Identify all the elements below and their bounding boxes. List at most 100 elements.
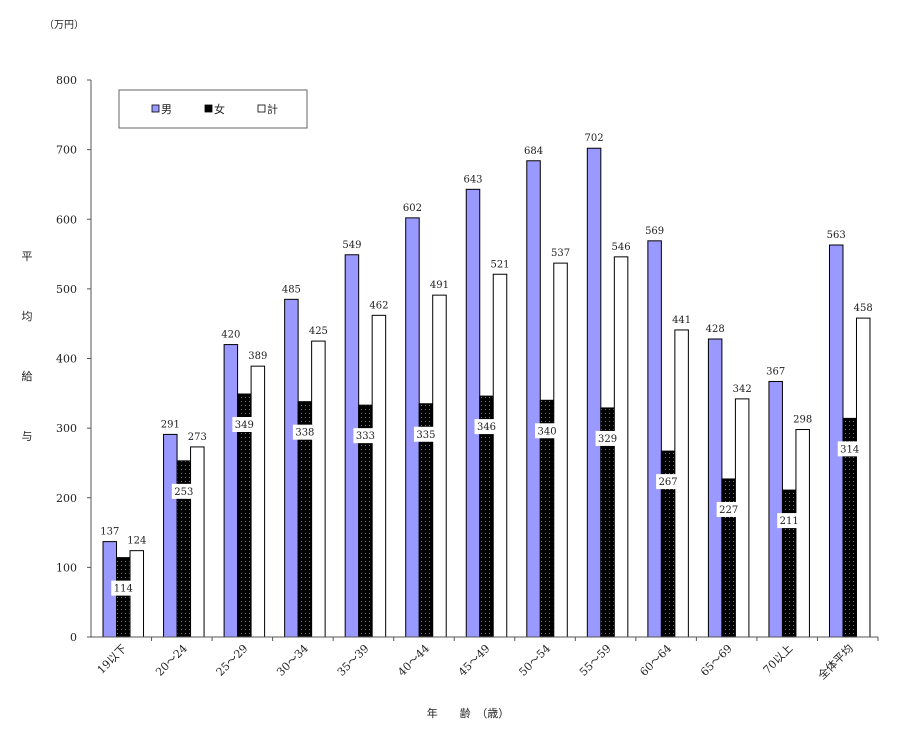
bar-male bbox=[284, 298, 299, 638]
y-axis-title-char: 平 bbox=[22, 250, 33, 263]
value-label-bg bbox=[171, 483, 196, 499]
y-tick-label: 300 bbox=[56, 422, 77, 435]
bar-total bbox=[795, 429, 810, 638]
value-label-bg bbox=[777, 513, 802, 529]
value-label-male: 549 bbox=[342, 240, 361, 251]
value-label-male: 563 bbox=[827, 230, 846, 241]
value-label-female: 253 bbox=[174, 487, 193, 498]
x-tick-label: 20～24 bbox=[153, 642, 190, 679]
value-label-bg bbox=[111, 580, 136, 596]
x-axis: 19以下 20～24 25～29 30～34 35～39 40～44 45～49 50～54 5… bbox=[91, 636, 879, 682]
value-label-female: 227 bbox=[719, 505, 738, 516]
value-label-total: 298 bbox=[793, 415, 812, 426]
bar-male bbox=[707, 338, 723, 638]
bar-total bbox=[734, 398, 750, 638]
bar-male bbox=[344, 254, 360, 638]
bar-total bbox=[855, 317, 871, 638]
x-tick-label: 65～69 bbox=[698, 642, 735, 679]
value-label-male: 485 bbox=[282, 284, 301, 295]
y-axis-title-char: 給 bbox=[22, 369, 33, 383]
y-tick-label: 0 bbox=[70, 631, 77, 644]
value-label-total: 389 bbox=[248, 351, 267, 362]
unit-label: （万円） bbox=[44, 19, 84, 31]
bar-male bbox=[465, 188, 481, 638]
value-label-female: 340 bbox=[537, 426, 556, 437]
value-label-male: 684 bbox=[524, 146, 543, 157]
value-label-total: 124 bbox=[127, 536, 146, 547]
value-label-bg bbox=[292, 424, 317, 440]
value-label-female: 349 bbox=[235, 420, 254, 431]
x-tick-label: 30～34 bbox=[274, 642, 311, 679]
bar-male bbox=[647, 240, 662, 638]
y-axis-title-char: 与 bbox=[22, 430, 33, 443]
value-label-male: 569 bbox=[645, 226, 664, 237]
legend-swatch-male bbox=[151, 104, 160, 113]
value-label-total: 441 bbox=[672, 315, 691, 326]
bar-total bbox=[613, 256, 629, 638]
value-label-total: 425 bbox=[309, 326, 328, 337]
bar-male bbox=[163, 433, 178, 638]
value-label-bg bbox=[656, 474, 681, 490]
legend-label-female: 女 bbox=[214, 102, 225, 116]
value-label-female: 114 bbox=[114, 584, 133, 595]
value-label-bg bbox=[535, 423, 560, 439]
value-label-total: 546 bbox=[612, 242, 631, 253]
bar-female bbox=[116, 557, 131, 638]
value-label-bg bbox=[837, 441, 862, 457]
value-label-female: 338 bbox=[295, 428, 314, 439]
y-tick-label: 500 bbox=[56, 283, 77, 296]
legend-box bbox=[118, 89, 308, 129]
value-label-bg bbox=[474, 419, 499, 435]
value-label-total: 521 bbox=[490, 259, 509, 270]
legend-label-total: 計 bbox=[267, 102, 278, 116]
y-tick-label: 400 bbox=[56, 353, 77, 366]
bar-total bbox=[432, 294, 447, 638]
x-tick-label: 60～64 bbox=[637, 642, 674, 679]
bar-male bbox=[586, 147, 602, 638]
legend-swatch-total bbox=[257, 104, 266, 113]
bar-total bbox=[190, 446, 205, 638]
x-tick-label: 40～44 bbox=[395, 642, 432, 679]
value-label-male: 428 bbox=[706, 324, 725, 335]
bar-total bbox=[492, 273, 508, 638]
value-label-total: 342 bbox=[733, 384, 752, 395]
value-label-female: 335 bbox=[416, 430, 435, 441]
value-label-male: 420 bbox=[221, 330, 240, 341]
x-tick-label: 70以上 bbox=[761, 642, 796, 677]
x-tick-label: 25～29 bbox=[214, 642, 251, 679]
bar-total bbox=[311, 340, 326, 638]
value-label-female: 329 bbox=[598, 434, 617, 445]
bar-male bbox=[526, 160, 541, 638]
bar-total bbox=[371, 314, 387, 638]
bar-male bbox=[223, 344, 239, 638]
x-tick-label: 全体平均 bbox=[815, 641, 856, 682]
value-label-bg bbox=[595, 430, 620, 446]
y-tick-label: 200 bbox=[56, 492, 77, 505]
bars-layer: 137 114 124 291 253 273 420 349 389 485 338 425 549 3… bbox=[100, 133, 873, 638]
value-label-male: 291 bbox=[161, 419, 180, 430]
value-label-total: 491 bbox=[430, 280, 449, 291]
value-label-female: 346 bbox=[477, 422, 496, 433]
value-label-female: 314 bbox=[840, 444, 859, 455]
y-axis-title: 平 均 給 与 bbox=[22, 250, 33, 443]
value-label-male: 367 bbox=[766, 366, 785, 377]
value-label-male: 137 bbox=[100, 527, 119, 538]
value-label-total: 462 bbox=[369, 300, 388, 311]
y-axis: 0 100 200 300 400 500 600 700 800 bbox=[56, 74, 92, 644]
value-label-total: 273 bbox=[188, 432, 207, 443]
value-label-total: 458 bbox=[854, 303, 873, 314]
y-tick-label: 100 bbox=[56, 561, 77, 574]
bar-female bbox=[781, 489, 797, 638]
bar-male bbox=[768, 380, 783, 638]
bar-total bbox=[553, 262, 568, 638]
legend: 男 女 計 bbox=[118, 89, 308, 129]
x-axis-title: 年 齢 （歳） bbox=[427, 706, 510, 720]
y-tick-label: 600 bbox=[56, 213, 77, 226]
value-label-bg bbox=[232, 417, 257, 433]
x-tick-label: 50～54 bbox=[516, 642, 553, 679]
bar-total bbox=[250, 365, 266, 638]
legend-label-male: 男 bbox=[161, 103, 172, 116]
y-tick-label: 700 bbox=[56, 144, 77, 157]
legend-swatch-female bbox=[204, 104, 213, 113]
